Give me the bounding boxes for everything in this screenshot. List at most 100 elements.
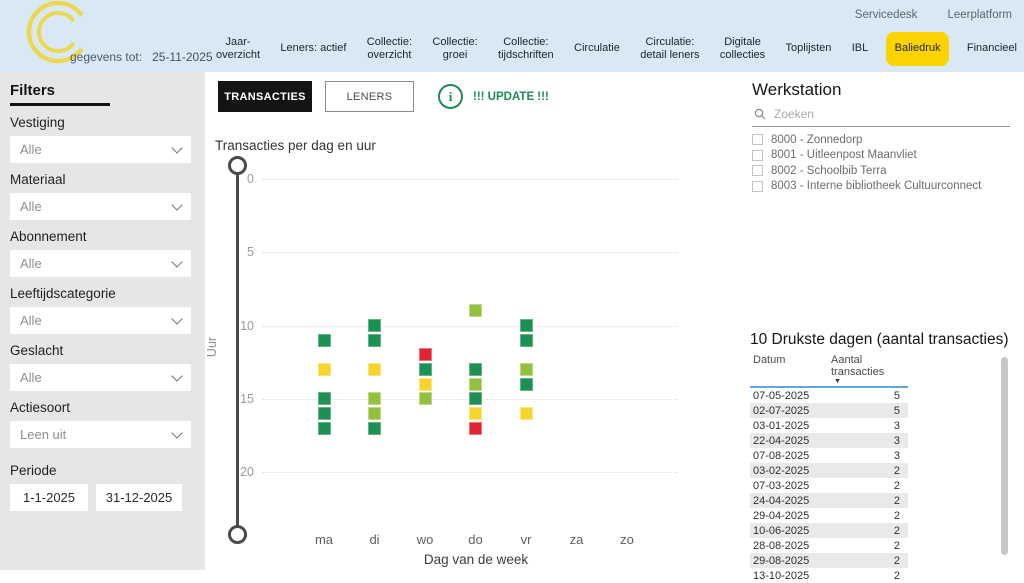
cell-datum: 03-02-2025 <box>753 464 810 477</box>
table-row[interactable]: 24-04-2025 2 <box>750 493 908 508</box>
data-point-di-17[interactable] <box>368 421 381 435</box>
tab-circulatie[interactable]: Circulatie <box>574 42 620 55</box>
period-to-input[interactable]: 31-12-2025 <box>96 484 182 511</box>
tab-collectie-overzicht[interactable]: Collectie: overzicht <box>366 35 413 61</box>
cell-datum: 07-05-2025 <box>753 389 810 402</box>
data-point-ma-16[interactable] <box>317 406 331 420</box>
cell-aantal-transacties: 2 <box>893 479 900 492</box>
tab-baliedruk[interactable]: Baliedruk <box>885 32 950 66</box>
tab-digitale-collecties[interactable]: Digitale collecties <box>719 35 766 61</box>
slider-handle-bottom[interactable] <box>228 525 247 544</box>
filter-label-geslacht: Geslacht <box>10 343 64 358</box>
table-row[interactable]: 07-05-2025 5 <box>750 388 908 403</box>
table-row[interactable]: 10-06-2025 2 <box>750 523 908 538</box>
data-point-vr-14[interactable] <box>519 377 533 391</box>
data-point-ma-17[interactable] <box>317 421 331 435</box>
tab-leners-actief[interactable]: Leners: actief <box>280 42 347 55</box>
workstation-item-label: 8003 - Interne bibliotheek Cultuurconnec… <box>771 180 982 193</box>
cell-aantal-transacties: 2 <box>893 554 900 567</box>
data-point-wo-12[interactable] <box>418 348 432 362</box>
tab-collectie-tijdschriften[interactable]: Collectie: tijdschriften <box>498 35 554 61</box>
workstation-item-label: 8000 - Zonnedorp <box>771 133 863 146</box>
link-servicedesk[interactable]: Servicedesk <box>854 9 918 21</box>
info-icon[interactable]: i <box>438 84 463 109</box>
data-point-do-9[interactable] <box>469 304 482 318</box>
leners-button[interactable]: LENERS <box>325 81 414 112</box>
slider-handle-top[interactable] <box>228 156 247 175</box>
data-point-ma-13[interactable] <box>317 362 331 376</box>
period-label: Periode <box>10 463 57 478</box>
chevron-down-icon <box>171 141 183 154</box>
filter-dropdown-abonnement[interactable]: Alle <box>10 250 191 277</box>
workstation-item-0[interactable]: 8000 - Zonnedorp <box>752 132 1010 148</box>
table-row[interactable]: 13-10-2025 2 <box>750 568 908 583</box>
table-row[interactable]: 03-01-2025 3 <box>750 418 908 433</box>
chart-title: Transacties per dag en uur <box>215 138 376 153</box>
table-row[interactable]: 02-07-2025 5 <box>750 403 908 418</box>
data-point-di-15[interactable] <box>368 392 381 406</box>
filter-dropdown-vestiging[interactable]: Alle <box>10 136 191 163</box>
filter-dropdown-materiaal[interactable]: Alle <box>10 193 191 220</box>
filters-title: Filters <box>10 82 56 99</box>
table-row[interactable]: 03-02-2025 2 <box>750 463 908 478</box>
cell-aantal-transacties: 2 <box>893 524 900 537</box>
table-scrollbar[interactable] <box>1001 357 1008 557</box>
chevron-down-icon <box>171 198 183 211</box>
checkbox[interactable] <box>752 149 763 161</box>
table-row[interactable]: 07-08-2025 3 <box>750 448 908 463</box>
tab-collectie-groei[interactable]: Collectie: groei <box>432 35 478 61</box>
data-point-do-16[interactable] <box>469 406 482 420</box>
period-from-input[interactable]: 1-1-2025 <box>10 484 88 511</box>
workstation-item-3[interactable]: 8003 - Interne bibliotheek Cultuurconnec… <box>752 179 1010 195</box>
top-links: Servicedesk Leerplatform <box>855 9 1012 21</box>
filter-dropdown-geslacht[interactable]: Alle <box>10 364 191 391</box>
column-header-aantal[interactable]: Aantal transacties ▼ <box>831 354 908 385</box>
table-row[interactable]: 22-04-2025 3 <box>750 433 908 448</box>
tab-toplijsten[interactable]: Toplijsten <box>785 42 832 55</box>
filter-label-leeftijdscategorie: Leeftijdscategorie <box>10 286 116 301</box>
checkbox[interactable] <box>752 165 763 177</box>
data-point-ma-11[interactable] <box>317 333 331 347</box>
link-leerplatform[interactable]: Leerplatform <box>947 9 1012 21</box>
y-tick-5: 5 <box>247 245 254 260</box>
filter-label-abonnement: Abonnement <box>10 229 87 244</box>
data-point-di-13[interactable] <box>368 362 381 376</box>
cell-datum: 07-03-2025 <box>753 479 810 492</box>
workstation-item-2[interactable]: 8002 - Schoolbib Terra <box>752 163 1010 179</box>
werkstation-search-input[interactable] <box>772 106 991 122</box>
cell-aantal-transacties: 5 <box>893 389 900 402</box>
data-point-vr-16[interactable] <box>519 406 533 420</box>
data-point-vr-13[interactable] <box>519 362 533 376</box>
checkbox[interactable] <box>752 180 763 192</box>
data-point-di-10[interactable] <box>368 319 381 332</box>
data-point-wo-14[interactable] <box>418 377 432 391</box>
data-point-vr-10[interactable] <box>519 319 533 332</box>
data-point-do-15[interactable] <box>469 392 482 406</box>
table-row[interactable]: 28-08-2025 2 <box>750 538 908 553</box>
data-point-do-14[interactable] <box>469 377 482 391</box>
table-scrollbar-thumb[interactable] <box>1001 357 1008 555</box>
busiest-days-title: 10 Drukste dagen (aantal transacties) <box>750 331 1009 348</box>
filter-dropdown-leeftijdscategorie[interactable]: Alle <box>10 307 191 334</box>
tab-circulatie-detail-leners[interactable]: Circulatie: detail leners <box>640 35 700 61</box>
table-row[interactable]: 29-08-2025 2 <box>750 553 908 568</box>
filter-dropdown-actiesoort[interactable]: Leen uit <box>10 421 191 448</box>
data-point-wo-15[interactable] <box>418 392 432 406</box>
data-point-vr-11[interactable] <box>519 333 533 347</box>
tab-ibl[interactable]: IBL <box>851 42 869 55</box>
tab-financieel[interactable]: Financieel <box>966 42 1017 55</box>
table-row[interactable]: 07-03-2025 2 <box>750 478 908 493</box>
data-point-di-16[interactable] <box>368 406 381 420</box>
data-point-do-13[interactable] <box>469 362 482 376</box>
data-point-ma-15[interactable] <box>317 392 331 406</box>
checkbox[interactable] <box>752 134 763 146</box>
column-header-datum[interactable]: Datum <box>753 354 786 366</box>
data-point-wo-13[interactable] <box>418 362 432 376</box>
topbar: gegevens tot: 25-11-2025 Servicedesk Leerp… <box>0 0 1024 72</box>
workstation-item-1[interactable]: 8001 - Uitleenpost Maanvliet <box>752 148 1010 164</box>
data-point-do-17[interactable] <box>469 421 482 435</box>
table-row[interactable]: 29-04-2025 2 <box>750 508 908 523</box>
transacties-button[interactable]: TRANSACTIES <box>218 81 312 112</box>
data-point-di-11[interactable] <box>368 333 381 347</box>
tab-jaar-overzicht[interactable]: Jaar- overzicht <box>216 35 261 61</box>
